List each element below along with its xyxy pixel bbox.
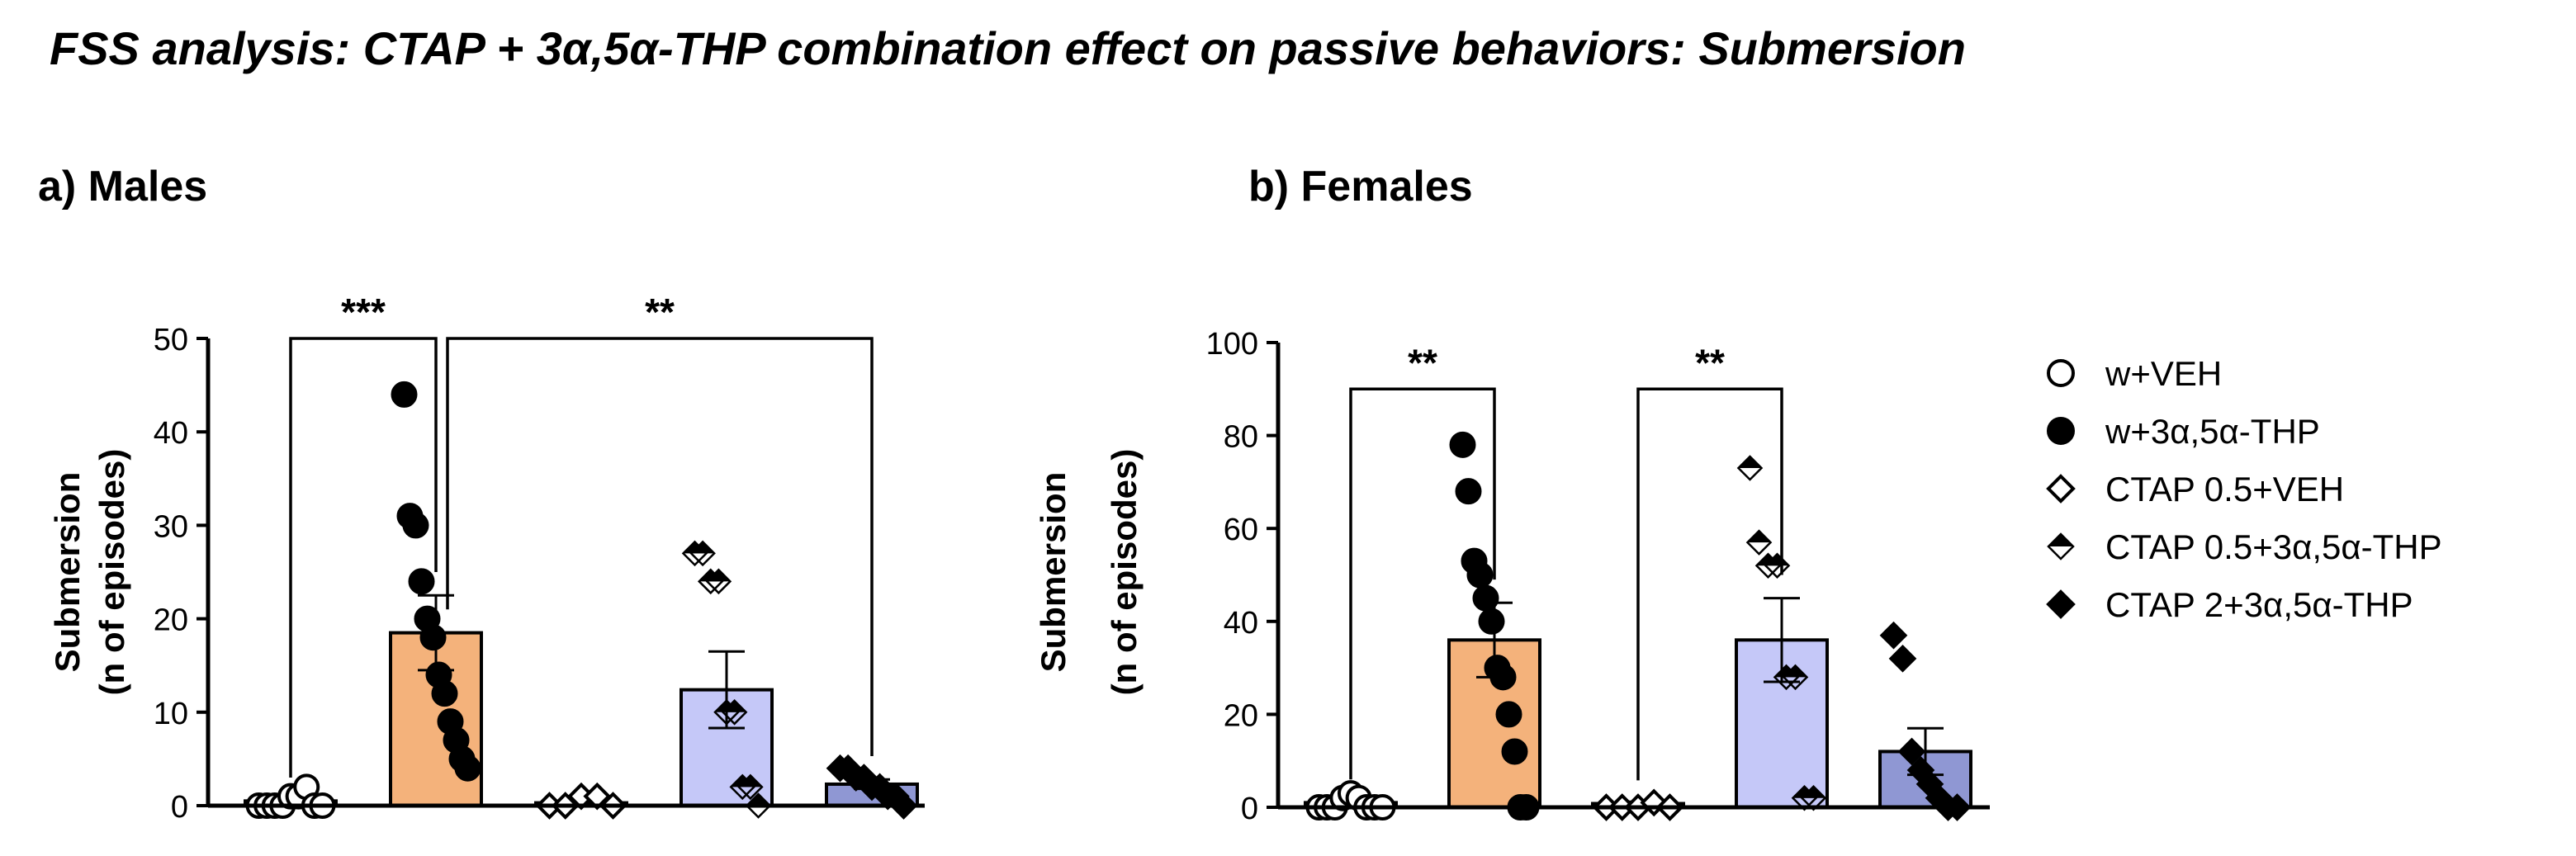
data-point-females-1-5 (1478, 608, 1505, 635)
significance-label-males-0: *** (341, 291, 386, 333)
y-tick-label-males-2: 20 (154, 603, 188, 638)
data-point-females-3-3-outline (1764, 552, 1791, 579)
data-point-females-1-0 (1449, 431, 1476, 458)
panel-label-males: a) Males (38, 163, 208, 210)
y-tick-label-males-4: 40 (154, 416, 188, 451)
data-point-males-3-1-top (691, 542, 715, 554)
data-point-males-1-11 (454, 754, 481, 782)
data-point-males-1-2 (402, 512, 429, 539)
y-tick-label-males-5: 50 (154, 323, 188, 357)
legend-marker-0 (2047, 359, 2075, 387)
data-point-males-3-5 (721, 699, 748, 726)
y-axis-label-females: Submersion (1034, 472, 1073, 673)
data-point-females-3-5 (1782, 664, 1809, 691)
legend-label-3: CTAP 0.5+3α,5α-THP (2105, 527, 2442, 566)
legend-marker-2 (2046, 474, 2076, 504)
data-point-females-3-0 (1736, 455, 1764, 481)
significance-bracket-females-0 (1349, 387, 1496, 780)
data-point-females-1-1 (1455, 478, 1482, 505)
data-point-females-3-7 (1800, 784, 1827, 811)
data-point-females-3-7-outline (1800, 784, 1827, 811)
legend-marker-4 (2046, 589, 2076, 619)
significance-bracket-females-1 (1636, 387, 1783, 781)
data-point-females-1-3 (1466, 561, 1494, 589)
data-point-males-3-7-outline (737, 773, 764, 801)
data-point-females-4-1 (1888, 645, 1917, 673)
data-point-females-4-0 (1879, 621, 1908, 650)
figure-title: FSS analysis: CTAP + 3α,5α-THP combinati… (50, 22, 1966, 74)
legend-marker-1 (2047, 417, 2075, 445)
legend-label-2: CTAP 0.5+VEH (2105, 470, 2344, 508)
data-point-females-3-0-outline (1736, 455, 1764, 481)
y-tick-label-females-3: 60 (1224, 513, 1258, 547)
y-tick-label-females-0: 0 (1241, 792, 1258, 826)
data-point-males-3-5-outline (721, 699, 748, 726)
data-point-females-3-7-top (1802, 786, 1825, 798)
data-point-males-3-3 (705, 568, 732, 595)
y-axis-label-males: Submersion (48, 472, 87, 673)
legend-marker-3-outline (2047, 532, 2075, 560)
data-point-males-3-5-top (722, 700, 746, 712)
legend-label-1: w+3α,5α-THP (2105, 412, 2320, 451)
data-point-females-3-0-top (1738, 456, 1762, 469)
data-point-females-3-5-outline (1782, 664, 1809, 691)
data-point-males-3-3-outline (705, 568, 732, 595)
y-tick-label-females-4: 80 (1224, 420, 1258, 455)
significance-bracket-males-0 (289, 337, 438, 778)
data-point-females-1-7 (1489, 664, 1517, 691)
data-point-females-3-1-top (1747, 531, 1771, 543)
data-point-males-3-8-outline (745, 792, 772, 819)
data-point-females-1-8 (1495, 701, 1522, 728)
significance-bracket-males-1 (446, 337, 874, 757)
data-point-males-1-7 (431, 680, 458, 707)
data-point-males-3-8 (745, 792, 772, 819)
y-tick-label-females-1: 20 (1224, 698, 1258, 733)
data-point-females-3-1-outline (1745, 529, 1773, 556)
data-point-females-3-1 (1745, 529, 1773, 556)
data-point-females-1-4 (1472, 584, 1499, 612)
panel-label-females: b) Females (1248, 163, 1473, 210)
data-point-females-3-5-top (1783, 665, 1807, 678)
legend-label-4: CTAP 2+3α,5α-THP (2105, 585, 2413, 624)
data-point-males-1-5 (419, 624, 447, 651)
chart-females: 0 20 40 60 80 100 Submersion (n of episodes) ** *… (1034, 327, 1990, 826)
legend-label-0: w+VEH (2105, 354, 2222, 393)
y-axis-label-units-males: (n of episodes) (92, 449, 131, 696)
data-point-males-1-3 (408, 568, 435, 595)
data-point-males-3-7-top (738, 775, 762, 787)
y-tick-label-females-5: 100 (1206, 327, 1258, 362)
significance-label-females-0: ** (1408, 341, 1437, 384)
significance-label-males-1: ** (645, 291, 675, 333)
y-tick-label-males-3: 30 (154, 509, 188, 544)
legend: w+VEH w+3α,5α-THP CTAP 0.5+VEH CTAP 0.5+3α,… (2046, 354, 2442, 624)
data-point-males-3-7 (737, 773, 764, 801)
legend-marker-3 (2047, 532, 2075, 560)
data-point-females-4-2 (1897, 737, 1926, 766)
data-point-males-3-8-top (746, 794, 770, 806)
legend-marker-3-top (2048, 534, 2073, 546)
data-point-males-3-1 (689, 540, 716, 567)
y-tick-label-females-2: 40 (1224, 606, 1258, 641)
significance-label-females-1: ** (1695, 341, 1725, 384)
y-axis-label-units-females: (n of episodes) (1105, 449, 1144, 696)
y-tick-label-males-0: 0 (171, 790, 188, 825)
data-point-males-3-1-outline (689, 540, 716, 567)
data-point-females-1-9 (1501, 738, 1528, 765)
data-point-males-1-0 (391, 381, 418, 408)
y-tick-label-males-1: 10 (154, 697, 188, 731)
data-point-males-3-3-top (707, 570, 731, 582)
